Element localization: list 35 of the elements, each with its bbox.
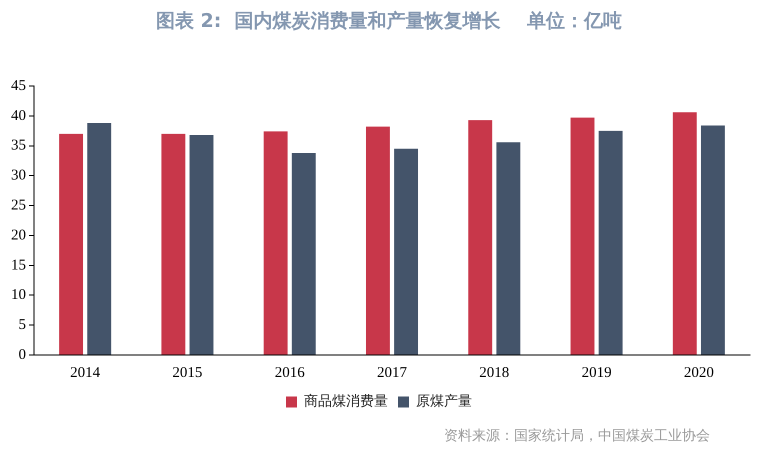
bar bbox=[161, 134, 186, 354]
y-tick-label: 40 bbox=[11, 108, 26, 124]
x-tick-label: 2017 bbox=[377, 364, 408, 381]
bar bbox=[570, 118, 594, 354]
bar bbox=[292, 152, 316, 354]
legend-label: 原煤产量 bbox=[416, 394, 472, 410]
y-tick-label: 5 bbox=[18, 317, 26, 334]
bar bbox=[394, 148, 418, 354]
x-tick-label: 2019 bbox=[582, 364, 612, 381]
text: 资料来源：国家统计局，中国煤炭工业协会 bbox=[443, 427, 711, 445]
y-tick-label: 20 bbox=[11, 227, 26, 244]
y-tick-label: 10 bbox=[11, 287, 26, 304]
bar bbox=[366, 126, 390, 354]
x-tick-label: 2014 bbox=[70, 364, 101, 381]
x-tick-label: 2015 bbox=[172, 364, 202, 381]
y-tick-label: 30 bbox=[11, 168, 26, 184]
legend-label: 商品煤消费量 bbox=[304, 394, 388, 410]
bar bbox=[598, 130, 623, 354]
bar bbox=[496, 142, 520, 354]
y-tick-label: 15 bbox=[11, 257, 26, 274]
chart-title: 图表 2: 国内煤炭消费量和产量恢复增长 单位：亿吨 bbox=[154, 9, 624, 34]
bar bbox=[700, 125, 725, 354]
bar bbox=[264, 131, 288, 354]
y-tick-label: 35 bbox=[11, 138, 26, 154]
x-tick-label: 2020 bbox=[684, 364, 714, 381]
y-tick-label: 0 bbox=[18, 346, 26, 363]
bar bbox=[87, 123, 112, 354]
bar bbox=[59, 134, 84, 354]
y-tick-label: 45 bbox=[11, 78, 26, 94]
bar bbox=[468, 120, 492, 354]
bar bbox=[190, 135, 214, 354]
bar bbox=[672, 112, 697, 354]
x-tick-label: 2018 bbox=[479, 364, 510, 381]
x-tick-label: 2016 bbox=[274, 364, 306, 381]
y-tick-label: 25 bbox=[11, 197, 26, 214]
